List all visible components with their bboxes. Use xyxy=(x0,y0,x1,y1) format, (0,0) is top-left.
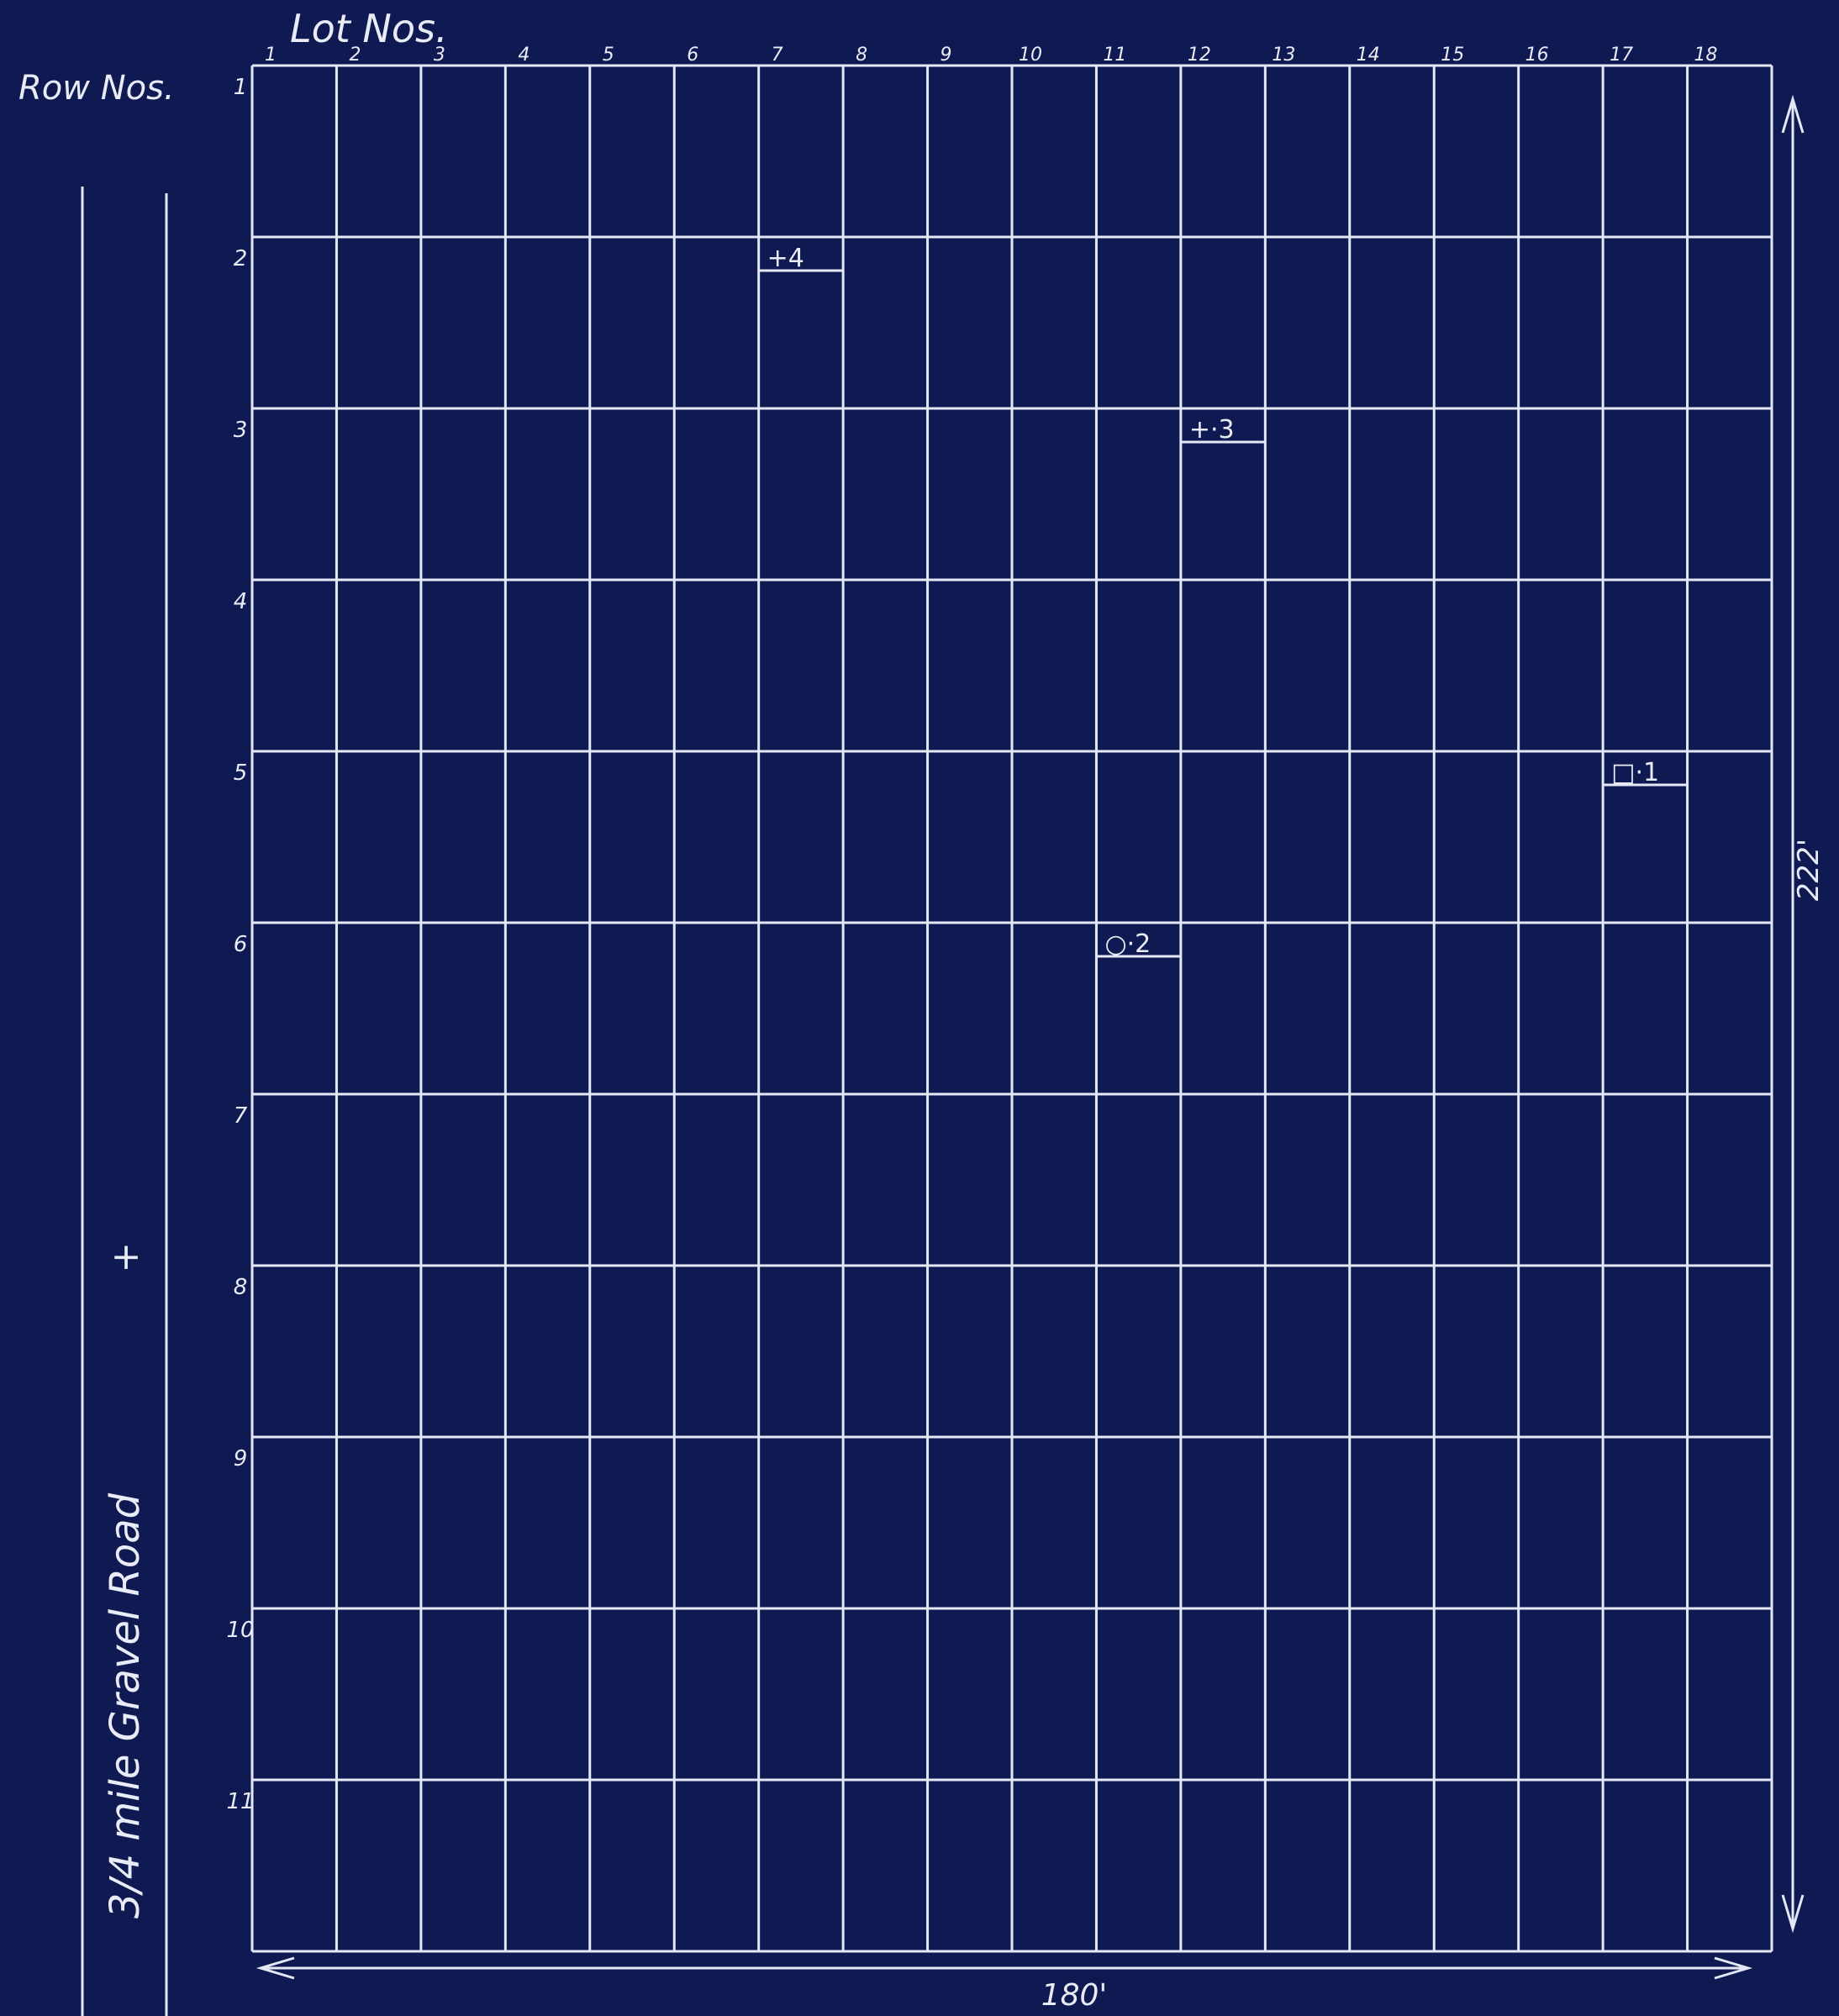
row-number-label: 11 xyxy=(226,1789,254,1814)
lot-number-label: 9 xyxy=(941,45,952,66)
grave-marker: +4 xyxy=(758,244,844,273)
row-number-label: 8 xyxy=(234,1275,248,1300)
marker-label: □·1 xyxy=(1611,758,1659,787)
lot-number-label: 2 xyxy=(349,45,361,66)
row-number-label: 6 xyxy=(234,932,248,957)
row-number-label: 1 xyxy=(234,75,248,100)
width-dimension-label: 180' xyxy=(1041,1978,1108,2013)
height-arrow-top-icon xyxy=(1781,94,1805,134)
lot-number-label: 5 xyxy=(603,45,614,66)
road-cross-icon: + xyxy=(111,1235,142,1278)
row-number-label: 5 xyxy=(234,761,248,786)
lot-number-label: 12 xyxy=(1188,45,1211,66)
lot-number-label: 16 xyxy=(1525,45,1549,66)
lot-numbers-title: Lot Nos. xyxy=(290,6,448,51)
row-number-label: 10 xyxy=(226,1618,254,1643)
width-arrow-left-icon xyxy=(256,1956,295,1980)
lot-number-label: 13 xyxy=(1272,45,1295,66)
lot-number-label: 10 xyxy=(1019,45,1042,66)
lot-number-label: 18 xyxy=(1694,45,1718,66)
height-dimension-label: 222' xyxy=(1792,839,1826,901)
marker-label: +·3 xyxy=(1189,415,1235,445)
grave-markers: +4 +·3 □·1 ○·2 xyxy=(758,244,1688,959)
lot-number-label: 3 xyxy=(434,45,445,66)
lot-number-labels: 1 2 3 4 5 6 7 8 9 10 11 12 13 14 15 16 17 18 xyxy=(265,45,1718,66)
row-number-label: 7 xyxy=(234,1103,248,1129)
lot-number-label: 14 xyxy=(1357,45,1380,66)
grave-marker: □·1 xyxy=(1603,758,1688,787)
height-arrow-bottom-icon xyxy=(1781,1894,1805,1934)
lot-number-label: 4 xyxy=(518,45,530,66)
grave-marker: ○·2 xyxy=(1096,929,1181,959)
lot-number-label: 7 xyxy=(772,45,783,66)
row-number-label: 3 xyxy=(234,418,248,443)
lot-number-label: 17 xyxy=(1610,45,1633,66)
road-label: 3/4 mile Gravel Road xyxy=(102,1492,149,1919)
width-arrow-right-icon xyxy=(1714,1956,1753,1980)
marker-label: ○·2 xyxy=(1104,929,1151,959)
lot-number-label: 1 xyxy=(265,45,277,66)
marker-label: +4 xyxy=(767,244,804,273)
row-number-label: 9 xyxy=(234,1446,248,1471)
lot-grid xyxy=(250,64,1773,1953)
lot-number-label: 15 xyxy=(1441,45,1464,66)
row-number-labels: 1 2 3 4 5 6 7 8 9 10 11 xyxy=(226,75,254,1814)
lot-number-label: 6 xyxy=(687,45,698,66)
row-number-label: 2 xyxy=(234,246,248,271)
lot-number-label: 11 xyxy=(1103,45,1126,66)
lot-number-label: 8 xyxy=(856,45,867,66)
row-numbers-title: Row Nos. xyxy=(18,69,175,108)
grave-marker: +·3 xyxy=(1180,415,1266,445)
row-number-label: 4 xyxy=(234,589,248,614)
